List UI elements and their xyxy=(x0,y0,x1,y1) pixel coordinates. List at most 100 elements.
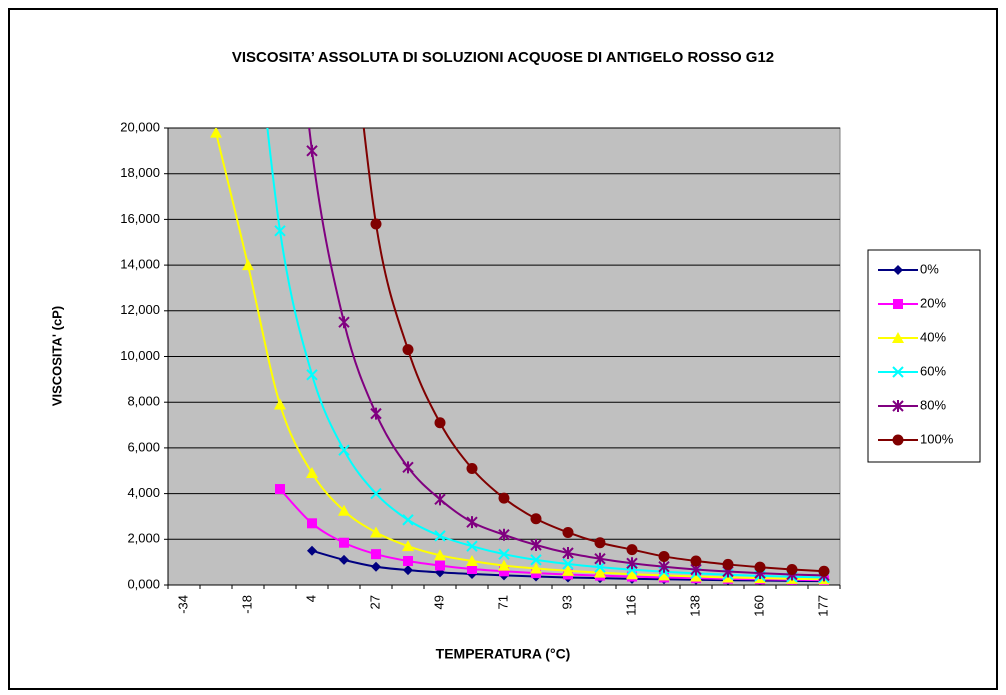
x-tick-label: 93 xyxy=(559,595,574,609)
y-tick-label: 10,000 xyxy=(120,348,160,363)
plot-clip xyxy=(210,128,830,585)
chart-title: VISCOSITA’ ASSOLUTA DI SOLUZIONI ACQUOSE… xyxy=(232,49,774,66)
marker xyxy=(530,554,542,566)
x-tick-label: -34 xyxy=(175,595,190,614)
marker xyxy=(403,565,413,576)
marker xyxy=(370,218,382,230)
marker xyxy=(434,530,446,542)
legend-label: 0% xyxy=(920,261,939,276)
y-tick-label: 6,000 xyxy=(127,439,160,454)
y-tick-label: 12,000 xyxy=(120,302,160,317)
y-tick-label: 8,000 xyxy=(127,394,160,409)
y-tick-label: 16,000 xyxy=(120,211,160,226)
marker xyxy=(306,467,318,479)
x-tick-label: 177 xyxy=(815,595,830,617)
marker xyxy=(562,558,574,570)
y-axis-label: VISCOSITA' (cP) xyxy=(49,306,64,406)
marker xyxy=(754,561,766,573)
marker xyxy=(274,225,286,237)
marker xyxy=(594,537,606,549)
marker xyxy=(338,504,350,516)
marker xyxy=(339,554,349,565)
marker xyxy=(658,560,670,573)
marker xyxy=(242,259,254,271)
marker xyxy=(530,513,542,525)
marker xyxy=(467,564,477,575)
marker xyxy=(562,564,574,576)
marker xyxy=(892,400,904,412)
series-line xyxy=(266,128,825,579)
marker xyxy=(594,566,606,578)
marker xyxy=(498,548,510,560)
legend xyxy=(867,249,981,463)
x-tick-label: 138 xyxy=(687,595,702,617)
y-tick-label: 2,000 xyxy=(127,531,160,546)
marker xyxy=(466,462,478,474)
marker xyxy=(434,549,446,561)
marker xyxy=(562,526,574,538)
marker xyxy=(370,526,382,538)
marker xyxy=(306,369,318,381)
marker xyxy=(210,128,222,138)
marker xyxy=(658,569,670,581)
marker xyxy=(498,492,510,504)
marker xyxy=(338,316,350,329)
marker xyxy=(722,558,734,570)
legend-label: 100% xyxy=(920,431,954,446)
y-tick-label: 0,000 xyxy=(127,576,160,591)
marker xyxy=(338,444,350,456)
marker xyxy=(402,540,414,552)
marker xyxy=(892,434,904,446)
marker xyxy=(626,544,638,556)
marker xyxy=(499,566,509,577)
marker xyxy=(307,545,317,556)
marker xyxy=(466,555,478,567)
marker xyxy=(892,332,904,343)
marker xyxy=(690,570,702,582)
marker xyxy=(402,461,414,474)
y-tick-label: 4,000 xyxy=(127,485,160,500)
marker xyxy=(498,559,510,571)
legend-label: 80% xyxy=(920,397,946,412)
x-tick-label: 71 xyxy=(495,595,510,609)
marker xyxy=(402,344,414,356)
marker xyxy=(626,557,638,570)
marker xyxy=(562,547,574,560)
marker xyxy=(435,560,445,571)
marker xyxy=(403,556,413,567)
x-tick-label: 27 xyxy=(367,595,382,609)
marker xyxy=(594,561,606,573)
marker xyxy=(371,561,381,572)
x-tick-label: 116 xyxy=(623,595,638,616)
y-tick-label: 20,000 xyxy=(120,119,160,134)
legend-label: 40% xyxy=(920,329,946,344)
y-tick-label: 14,000 xyxy=(120,257,160,272)
marker xyxy=(370,487,382,500)
x-tick-label: 4 xyxy=(303,595,318,602)
y-tick-label: 18,000 xyxy=(120,165,160,180)
marker xyxy=(893,299,903,309)
marker xyxy=(434,493,446,506)
x-tick-label: 49 xyxy=(431,595,446,609)
marker xyxy=(690,555,702,567)
legend-label: 60% xyxy=(920,363,946,378)
marker xyxy=(594,552,606,565)
marker xyxy=(275,484,285,495)
marker xyxy=(339,537,349,548)
marker xyxy=(818,565,830,577)
marker xyxy=(370,407,382,420)
marker xyxy=(626,568,638,580)
marker xyxy=(434,417,446,429)
legend-label: 20% xyxy=(920,295,946,310)
marker xyxy=(307,518,317,529)
marker xyxy=(466,516,478,529)
marker xyxy=(530,562,542,574)
marker xyxy=(274,398,286,410)
marker xyxy=(892,366,904,378)
x-tick-label: -18 xyxy=(239,595,254,614)
marker xyxy=(371,549,381,560)
marker xyxy=(402,514,414,526)
marker xyxy=(658,550,670,562)
x-tick-label: 160 xyxy=(751,595,766,617)
